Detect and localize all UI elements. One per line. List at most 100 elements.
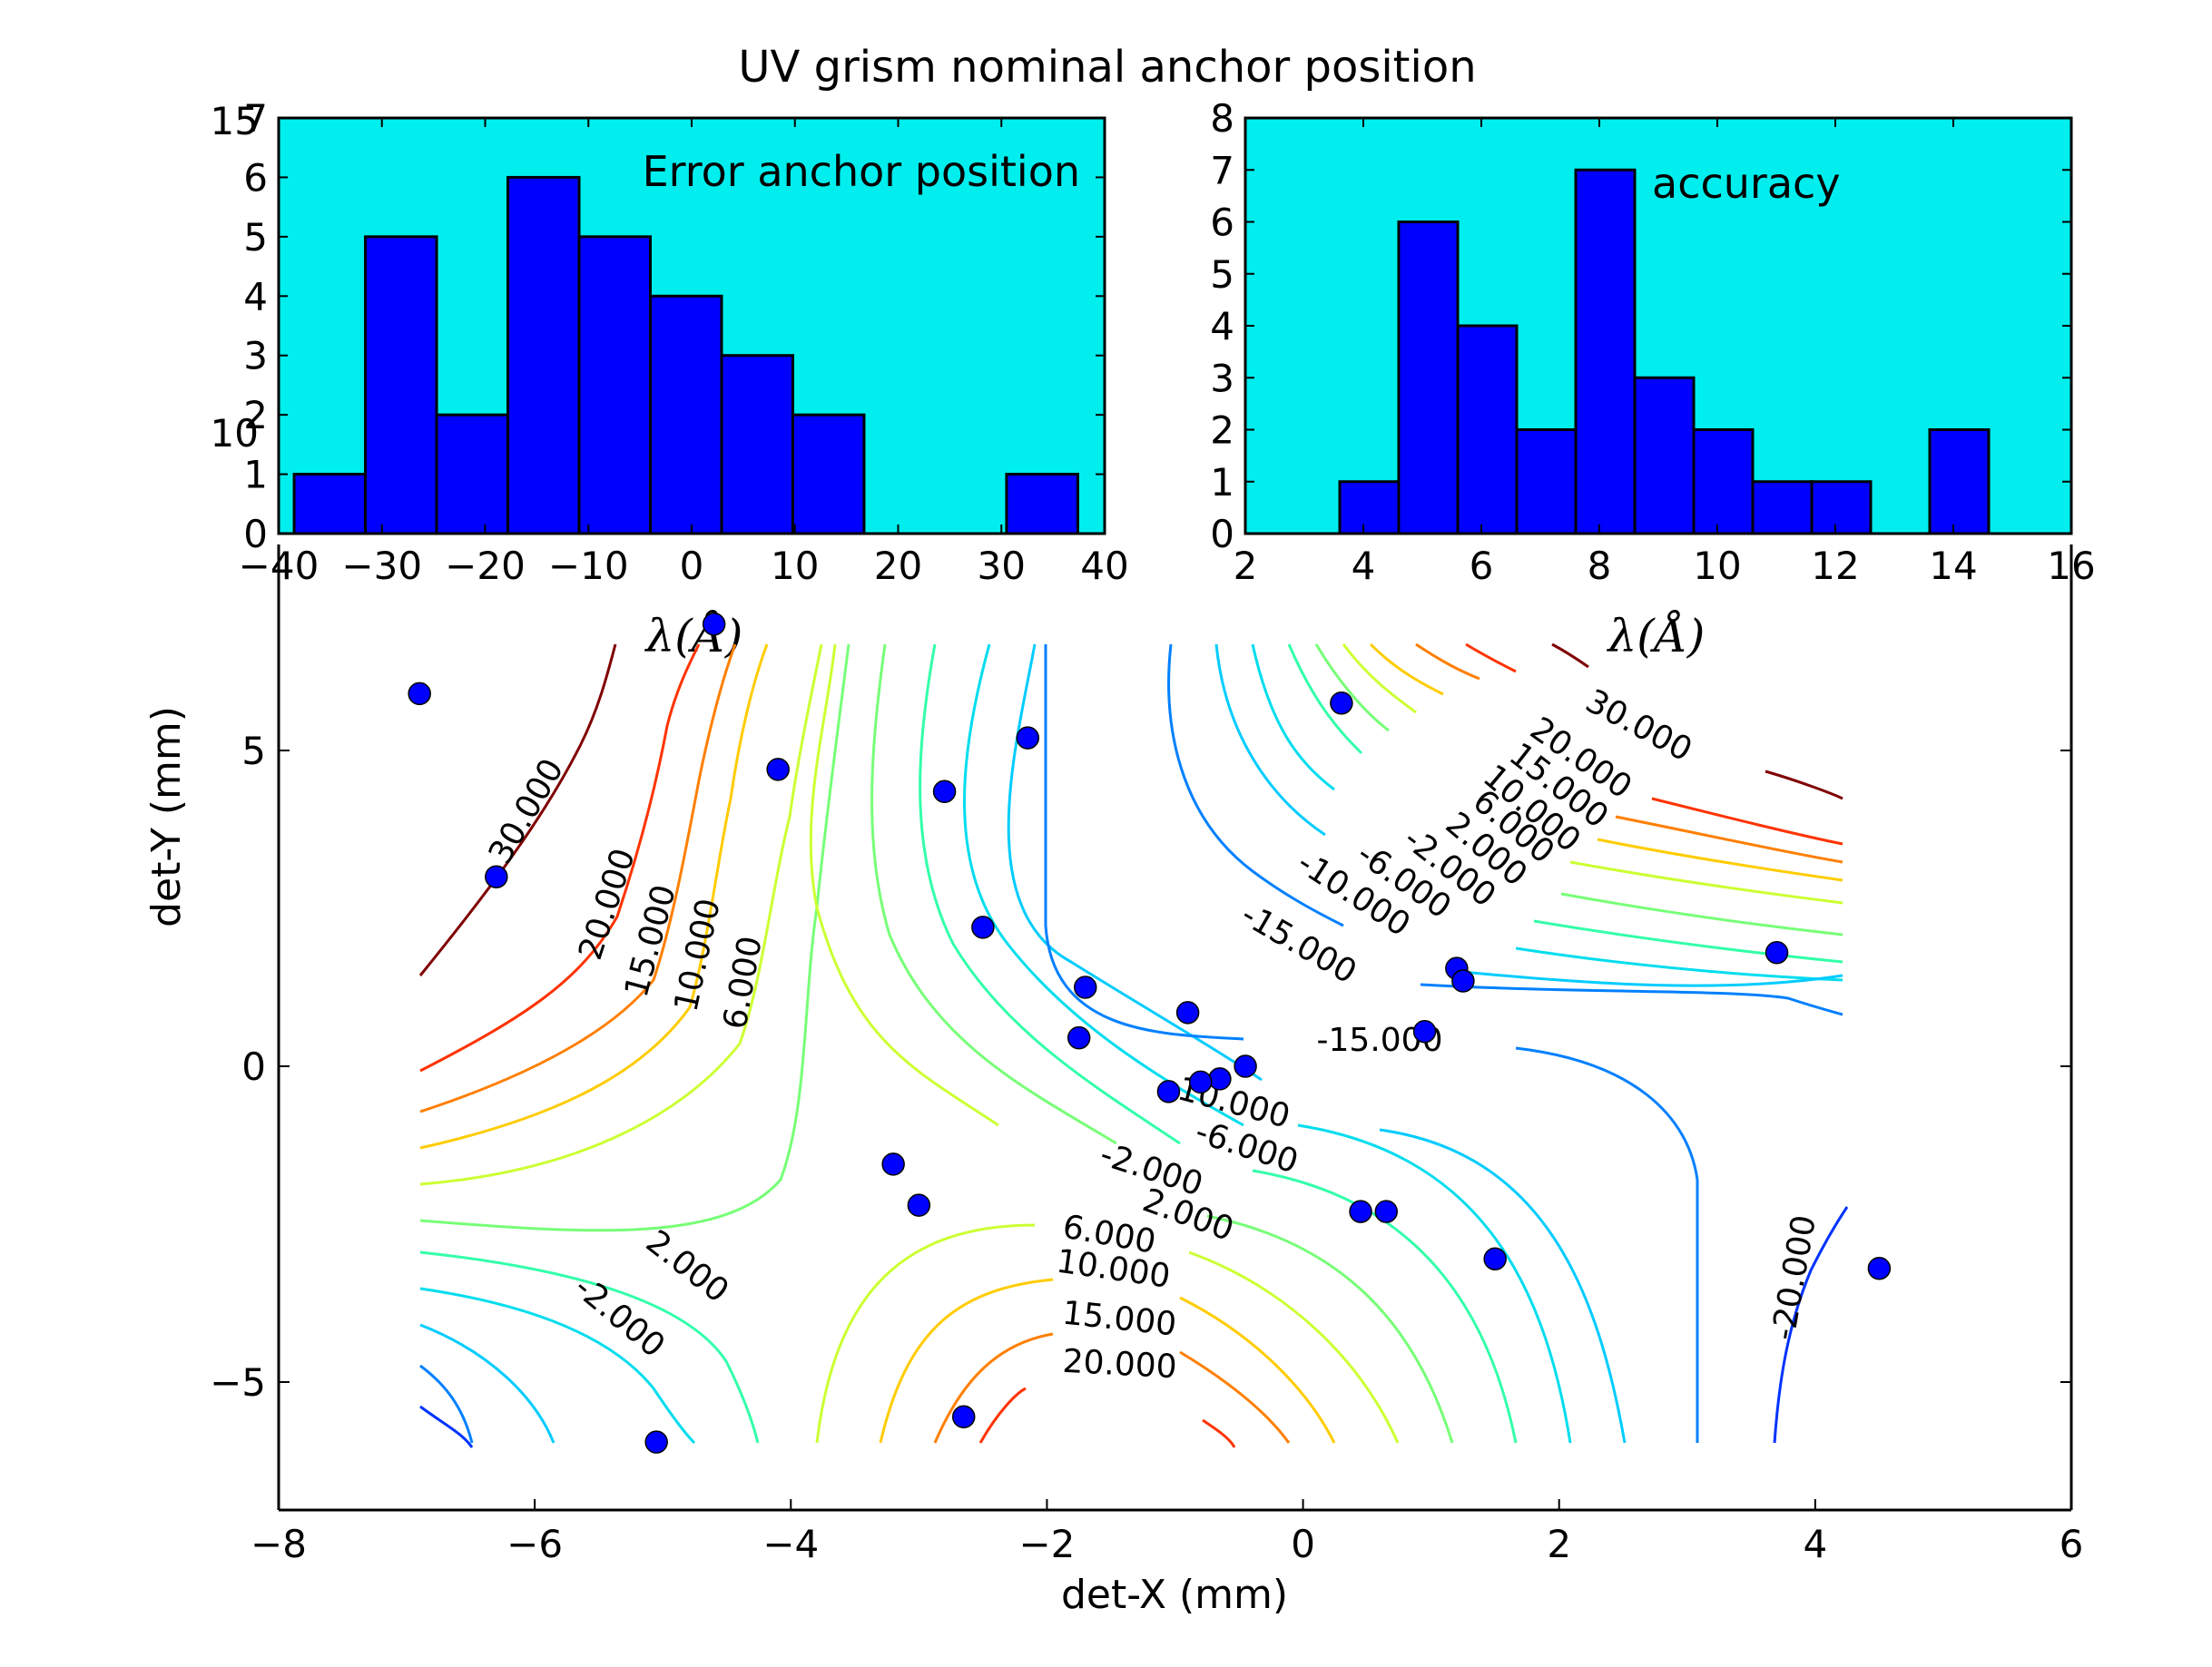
contour-label: -15.000: [1234, 897, 1362, 992]
contour-line-m10-right: [1451, 969, 1843, 987]
y-tick-label: 5: [241, 729, 266, 773]
contour-line-m20-bottom-right: [1773, 1206, 1849, 1444]
histogram-bar: [1574, 168, 1637, 535]
contour-line-15-bottom: [933, 1332, 1054, 1444]
contour-line-m2-left: [419, 1250, 760, 1444]
contour-label: 20.000: [1062, 1343, 1178, 1387]
histogram-bar: [1456, 324, 1519, 535]
histogram-bar: [1005, 473, 1079, 535]
contour-line-m2-right: [1533, 919, 1843, 964]
x-tick-label: −8: [251, 1522, 307, 1566]
x-tick-label: 4: [1803, 1522, 1827, 1566]
contour-label: 6.000: [717, 934, 770, 1033]
contour-line-15-bottom-right: [1179, 1350, 1291, 1444]
contour-line-m15-center: [1044, 644, 1244, 1041]
y-tick-label: 0: [241, 1044, 266, 1089]
scatter-points: [408, 613, 1892, 1454]
histogram-bar: [577, 235, 653, 535]
contour-line-20-tr: [1465, 642, 1517, 673]
y-tick-label: −5: [210, 1360, 266, 1405]
main-xlabel: det-X (mm): [1061, 1572, 1288, 1618]
contour-label: 2.000: [639, 1223, 735, 1310]
contour-lines: [418, 642, 1849, 1448]
y-tick-label: 6: [1210, 201, 1234, 245]
y-tick-label: 7: [1210, 148, 1234, 192]
contour-line-m2-tr: [1287, 643, 1363, 755]
x-tick-label: 6: [2060, 1522, 2084, 1566]
contour-line-6-center: [809, 643, 999, 1127]
y-tick-label: 5: [1210, 252, 1234, 297]
contour-line-m6-bottom-right: [1297, 1123, 1572, 1444]
x-tick-label: 12: [1811, 544, 1859, 588]
scatter-point: [971, 916, 995, 939]
y-tick-label: 5: [243, 215, 268, 260]
x-tick-label: −20: [445, 544, 526, 588]
scatter-point: [1208, 1067, 1232, 1091]
scatter-point: [881, 1152, 905, 1176]
scatter-point: [702, 613, 726, 636]
hist-right-bars: [1338, 168, 1991, 535]
y-tick-label: 0: [243, 512, 268, 556]
contour-line-m6-tr: [1251, 643, 1335, 791]
histogram-bar: [506, 175, 581, 535]
contour-line-2-right: [1560, 892, 1843, 936]
contour-line-2-bottom-right: [1206, 1214, 1454, 1444]
scatter-point: [907, 1193, 931, 1217]
hist-left-stray-tick-10: 10: [211, 411, 259, 456]
x-tick-label: 6: [1470, 544, 1494, 588]
contour-line-m15-tr: [1167, 643, 1344, 927]
contour-labels: 30.000 20.000 15.000 10.000 6.000 30.000…: [482, 682, 1824, 1386]
y-tick-label: 1: [243, 453, 268, 497]
scatter-point: [1067, 1025, 1091, 1050]
contour-line-30-right: [1765, 770, 1843, 800]
scatter-point: [1188, 1070, 1213, 1094]
contour-line-6-bottom: [815, 1223, 1036, 1444]
contour-line-30-tr: [1551, 642, 1589, 669]
scatter-point: [1074, 976, 1097, 999]
contour-label: 15.000: [1060, 1295, 1178, 1344]
contour-line-m15-bottom-right: [1515, 1046, 1699, 1443]
scatter-point: [1156, 1080, 1181, 1103]
contour-line-m15-left: [419, 1364, 474, 1444]
scatter-point: [1234, 1054, 1257, 1078]
contour-line-15-tl: [419, 643, 737, 1113]
contour-line-m2-bottom-right: [1252, 1169, 1518, 1444]
contour-label: 10.000: [1054, 1243, 1172, 1296]
scatter-point: [644, 1430, 668, 1454]
contour-line-30-tl: [418, 643, 617, 976]
scatter-point: [1765, 940, 1789, 965]
scatter-point: [485, 865, 508, 888]
contour-line-m6-center: [963, 643, 1244, 1127]
contour-line-15-tr: [1415, 642, 1480, 681]
contour-line-2-left: [419, 643, 850, 1232]
contour-line-10-right: [1597, 838, 1843, 882]
contour-line-15-right: [1615, 815, 1843, 864]
scatter-point: [408, 682, 431, 706]
histogram-bar: [720, 354, 794, 535]
histogram-bar: [1515, 428, 1578, 535]
x-tick-label: 20: [874, 544, 922, 588]
x-tick-label: 2: [1234, 544, 1258, 588]
contour-line-m6-left: [419, 1287, 696, 1445]
histogram-bar: [1751, 480, 1814, 535]
x-tick-label: −4: [762, 1522, 819, 1566]
contour-line-6-bottom-right: [1188, 1250, 1400, 1444]
hist-right-xlabel: λ(Å): [1607, 609, 1706, 662]
contour-line-m10-tr: [1214, 643, 1326, 837]
hist-left-yticks: 0 1 2 3 4 5 6 7: [243, 96, 1105, 556]
scatter-point: [932, 780, 957, 803]
contour-label: -2.000: [567, 1269, 672, 1365]
y-tick-label: 4: [243, 274, 268, 319]
y-tick-label: 6: [243, 155, 268, 200]
main-yticks: −5 0 5: [210, 729, 2071, 1405]
x-tick-label: 14: [1929, 544, 1977, 588]
hist-right-annotation: accuracy: [1652, 159, 1841, 208]
histogram-bar: [1397, 221, 1460, 535]
scatter-point: [951, 1405, 976, 1429]
contour-line-6-tl: [419, 643, 823, 1186]
contour-line-m10-bottom-right: [1379, 1128, 1627, 1444]
contour-line-20-bottom: [978, 1387, 1027, 1444]
